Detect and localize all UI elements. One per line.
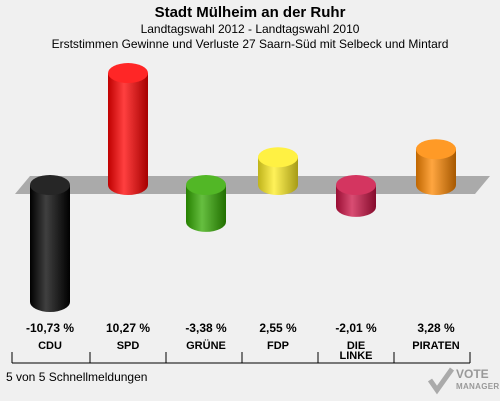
category-label: CDU [38, 340, 62, 352]
category-label: DIE [347, 340, 365, 352]
value-label: 2,55 % [259, 321, 297, 335]
bar-spd [108, 63, 148, 195]
bar-gr-ne [186, 175, 226, 232]
chart-subtitle: Landtagswahl 2012 - Landtagswahl 2010 [140, 22, 360, 36]
value-label: -2,01 % [335, 321, 377, 335]
category-label: GRÜNE [186, 339, 226, 352]
chart-title: Stadt Mülheim an der Ruhr [154, 4, 346, 21]
value-label: -10,73 % [26, 321, 74, 335]
bar-fdp [258, 147, 298, 195]
category-label: FDP [267, 340, 289, 352]
category-label: PIRATEN [412, 340, 460, 352]
category-label: LINKE [340, 350, 373, 362]
value-label: -3,38 % [185, 321, 227, 335]
value-label: 10,27 % [106, 321, 150, 335]
chart-description: Erststimmen Gewinne und Verluste 27 Saar… [51, 37, 449, 51]
value-label: 3,28 % [417, 321, 455, 335]
bar-die-linke [336, 175, 376, 217]
footer-note: 5 von 5 Schnellmeldungen [6, 370, 148, 384]
bar-piraten [416, 139, 456, 195]
category-label: SPD [117, 340, 140, 352]
checkmark-icon [427, 367, 455, 395]
bar-cdu [30, 175, 70, 312]
vote-manager-logo: VOTE MANAGER [426, 366, 499, 396]
